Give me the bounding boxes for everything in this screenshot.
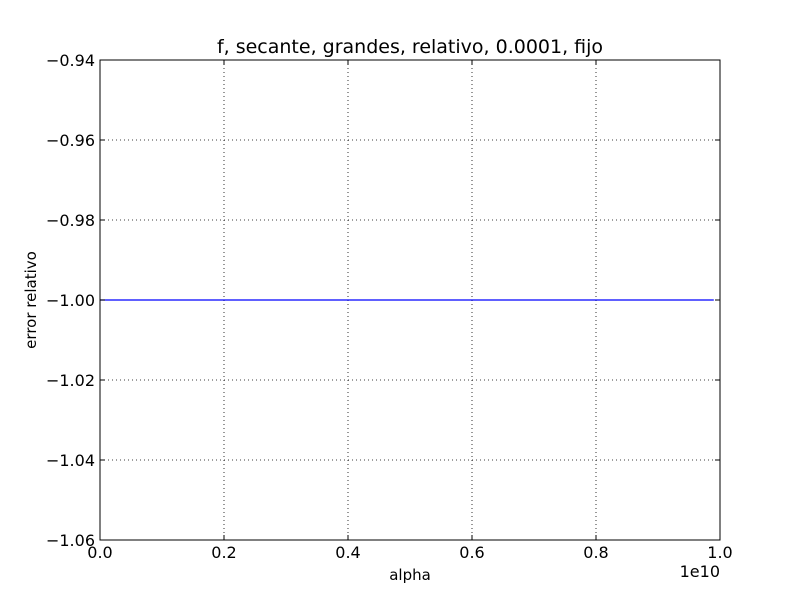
x-tick-label: 0.2 xyxy=(211,543,236,562)
y-tick-label: −0.94 xyxy=(46,51,95,70)
ticks-group: 0.0 0.2 0.4 0.6 0.8 1.0 −0.94 −0.96 −0.98 −1.00 −1… xyxy=(46,51,733,562)
y-tick-label: −1.04 xyxy=(46,451,95,470)
x-axis-offset-label: 1e10 xyxy=(680,562,720,581)
y-tick-label: −0.96 xyxy=(46,131,95,150)
x-axis-label: alpha xyxy=(389,566,431,584)
x-tick-label: 0.4 xyxy=(335,543,360,562)
x-tick-label: 0.0 xyxy=(87,543,112,562)
x-tick-label: 0.8 xyxy=(583,543,608,562)
y-tick-label: −0.98 xyxy=(46,211,95,230)
y-tick-label: −1.02 xyxy=(46,371,95,390)
y-tick-label: −1.06 xyxy=(46,531,95,550)
y-axis-label: error relativo xyxy=(22,251,40,349)
chart-title: f, secante, grandes, relativo, 0.0001, f… xyxy=(217,36,603,58)
y-tick-label: −1.00 xyxy=(46,291,95,310)
x-tick-label: 1.0 xyxy=(707,543,732,562)
x-tick-label: 0.6 xyxy=(459,543,484,562)
